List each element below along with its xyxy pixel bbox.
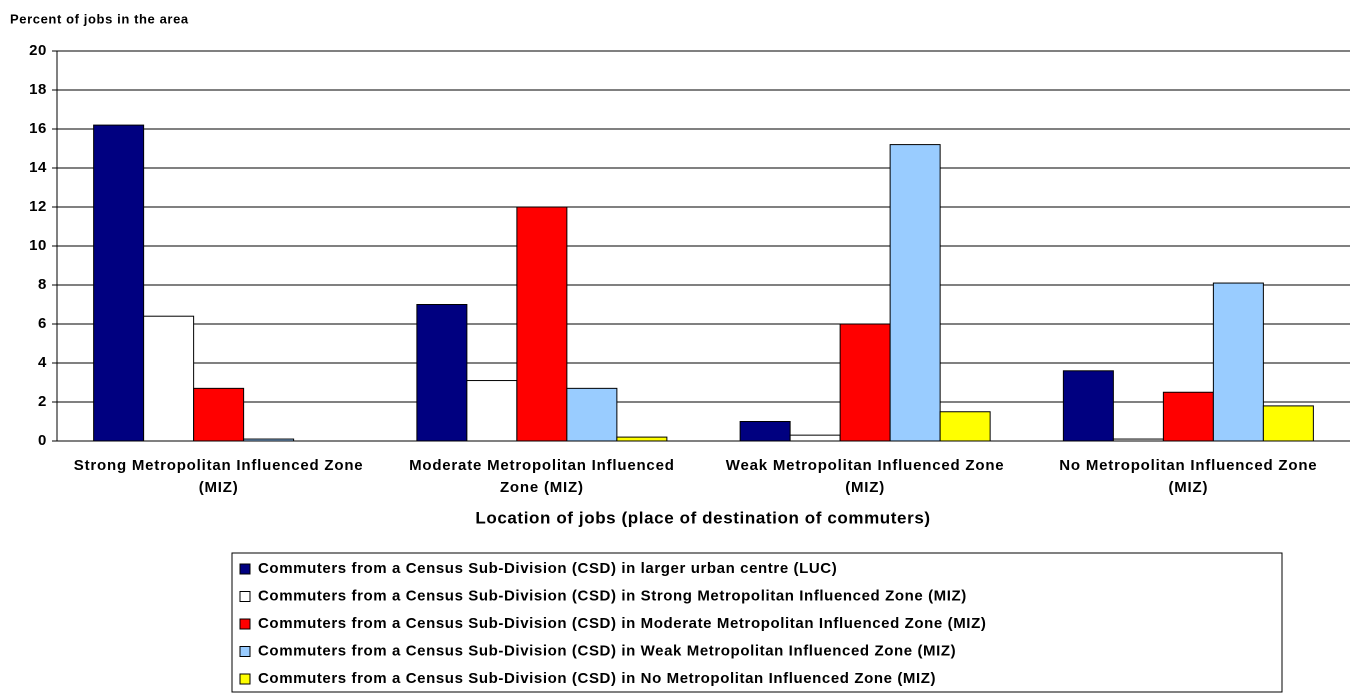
x-tick-label: No Metropolitan Influenced Zone (MIZ) — [1059, 457, 1318, 496]
legend-swatch — [239, 591, 251, 602]
bar — [516, 206, 568, 442]
bar — [789, 434, 841, 442]
y-tick-label: 2 — [38, 393, 47, 410]
y-tick-label: 20 — [29, 42, 47, 59]
y-tick-label: 6 — [38, 315, 47, 332]
legend-swatch — [239, 673, 251, 685]
bar — [839, 323, 891, 442]
legend-label: Commuters from a Census Sub-Division (CS… — [258, 560, 837, 577]
x-tick-label: Moderate Metropolitan Influenced Zone (M… — [409, 457, 675, 496]
y-tick-label: 16 — [29, 120, 47, 137]
y-tick-label: 4 — [38, 354, 47, 371]
bar — [616, 436, 668, 442]
bar — [566, 387, 618, 442]
y-tick-label: 14 — [29, 159, 47, 176]
y-tick-label: 10 — [29, 237, 47, 254]
y-tick-label: 18 — [29, 81, 47, 98]
legend-swatch — [239, 646, 251, 657]
bar — [193, 387, 245, 442]
legend-box — [231, 552, 1283, 693]
y-tick-label: 12 — [29, 198, 47, 215]
legend-label: Commuters from a Census Sub-Division (CS… — [258, 615, 986, 632]
y-axis-title: Percent of jobs in the area — [10, 11, 189, 26]
bar — [889, 144, 941, 442]
x-axis-title: Location of jobs (place of destination o… — [475, 508, 930, 527]
legend-swatch — [239, 563, 251, 575]
legend-swatch — [239, 618, 251, 630]
bar — [1162, 391, 1214, 442]
bar — [739, 421, 791, 442]
x-tick-label: Weak Metropolitan Influenced Zone (MIZ) — [725, 457, 1005, 496]
bar — [416, 304, 468, 442]
x-tick-label: Strong Metropolitan Influenced Zone (MIZ… — [73, 457, 364, 496]
bar — [93, 124, 145, 442]
bar — [939, 411, 991, 442]
y-tick-label: 8 — [38, 276, 47, 293]
legend-label: Commuters from a Census Sub-Division (CS… — [258, 670, 936, 687]
bar — [466, 380, 518, 442]
y-tick-label: 0 — [38, 432, 47, 449]
bar — [1062, 370, 1114, 442]
bar — [1262, 405, 1314, 442]
bar — [143, 315, 195, 442]
bar — [1212, 282, 1264, 442]
legend-label: Commuters from a Census Sub-Division (CS… — [258, 642, 956, 659]
legend-label: Commuters from a Census Sub-Division (CS… — [258, 587, 967, 604]
